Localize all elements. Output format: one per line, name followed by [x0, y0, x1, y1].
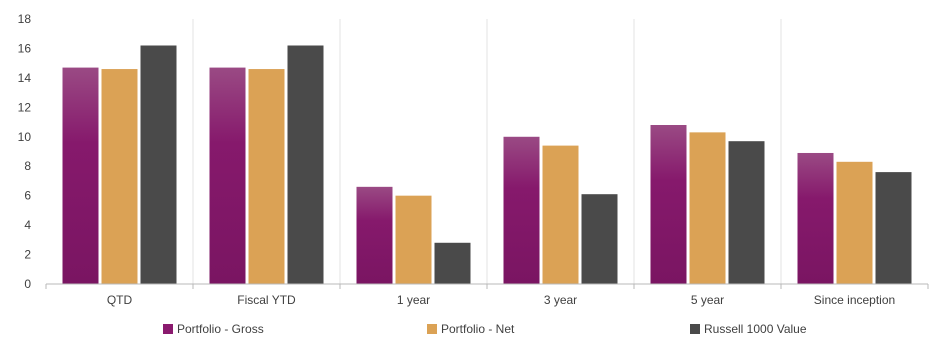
y-tick-label: 10: [18, 130, 32, 144]
bar: [395, 195, 432, 284]
y-tick-label: 16: [18, 41, 32, 55]
x-category-label: 1 year: [397, 293, 430, 307]
bar: [209, 67, 246, 284]
x-category-label: 3 year: [544, 293, 577, 307]
legend-swatch: [163, 324, 173, 334]
bar: [503, 136, 540, 284]
y-tick-label: 14: [18, 71, 32, 85]
bar: [836, 161, 873, 284]
bar: [140, 45, 177, 284]
bar: [62, 67, 99, 284]
legend-swatch: [690, 324, 700, 334]
bars-layer: [62, 45, 912, 284]
bar: [728, 141, 765, 284]
y-tick-label: 6: [24, 189, 31, 203]
y-tick-label: 18: [18, 12, 32, 26]
bar: [101, 69, 138, 284]
bar: [650, 125, 687, 284]
legend-label: Portfolio - Net: [441, 322, 515, 336]
legend: Portfolio - Gross Portfolio - Net Russell …: [163, 322, 807, 336]
bar: [287, 45, 324, 284]
x-category-label: 5 year: [691, 293, 724, 307]
bar: [356, 186, 393, 284]
y-tick-label: 0: [24, 277, 31, 291]
bar: [581, 194, 618, 284]
x-category-label: Since inception: [814, 293, 895, 307]
bar: [797, 152, 834, 284]
y-tick-label: 4: [24, 218, 31, 232]
bar: [689, 132, 726, 284]
bar: [248, 69, 285, 284]
axis-layer: 0 2 4 6 8 10 12 14 16 18 QTD Fiscal YTD 1 year 3 year…: [18, 12, 929, 307]
bar: [542, 145, 579, 284]
legend-swatch: [427, 324, 437, 334]
bar: [434, 242, 471, 284]
x-category-label: QTD: [107, 293, 133, 307]
grid-layer: [192, 19, 782, 284]
y-tick-label: 8: [24, 159, 31, 173]
y-tick-label: 2: [24, 248, 31, 262]
legend-label: Portfolio - Gross: [177, 322, 264, 336]
y-tick-label: 12: [18, 100, 32, 114]
bar: [875, 172, 912, 284]
x-category-label: Fiscal YTD: [237, 293, 296, 307]
legend-label: Russell 1000 Value: [704, 322, 807, 336]
